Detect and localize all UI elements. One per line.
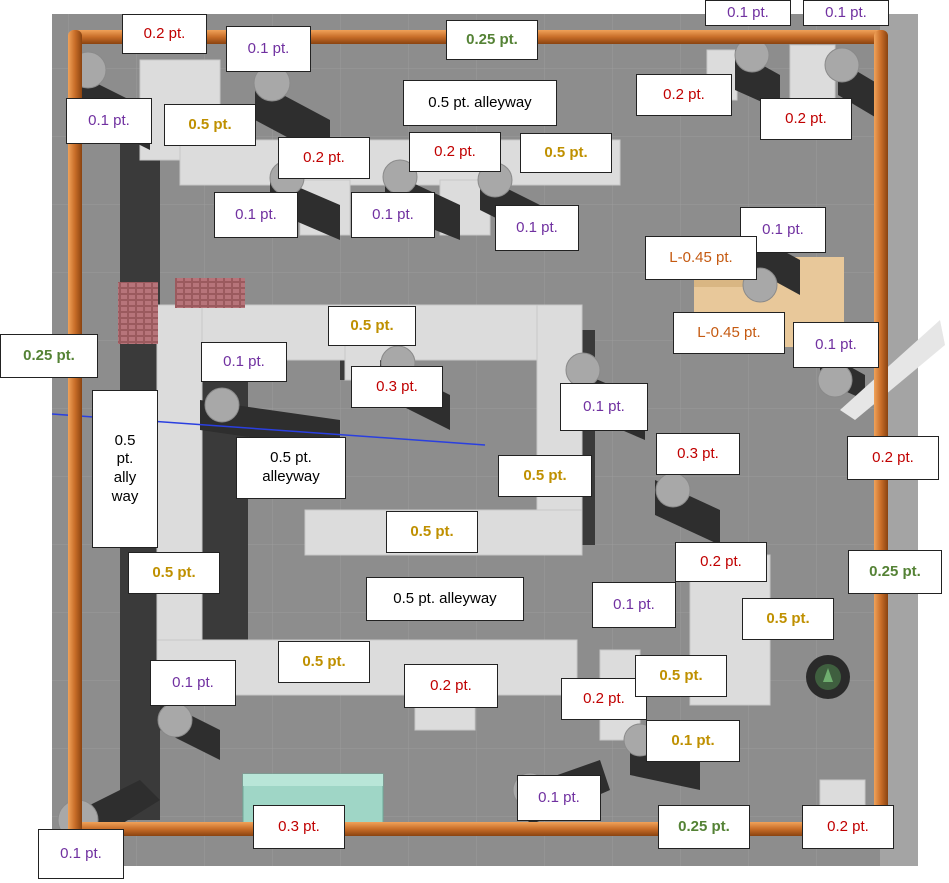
robot-marker	[806, 655, 850, 699]
point-label: 0.2 pt.	[561, 678, 647, 720]
point-label: 0.2 pt.	[847, 436, 939, 480]
point-label: 0.5 pt.	[164, 104, 256, 146]
point-label: L-0.45 pt.	[673, 312, 785, 354]
alleyway-label: 0.5 pt. alleyway	[403, 80, 557, 126]
point-label: 0.1 pt.	[351, 192, 435, 238]
point-label: 0.1 pt.	[226, 26, 311, 72]
point-label: 0.2 pt.	[675, 542, 767, 582]
point-label: 0.5 pt.	[386, 511, 478, 553]
point-label: L-0.45 pt.	[645, 236, 757, 280]
point-label: 0.5 pt.	[520, 133, 612, 173]
point-label: 0.1 pt.	[646, 720, 740, 762]
point-label: 0.5 pt.	[128, 552, 220, 594]
point-label: 0.1 pt.	[201, 342, 287, 382]
point-label: 0.1 pt.	[740, 207, 826, 253]
point-label: 0.25 pt.	[446, 20, 538, 60]
point-label: 0.25 pt.	[658, 805, 750, 849]
point-label: 0.3 pt.	[351, 366, 443, 408]
point-label: 0.3 pt.	[253, 805, 345, 849]
point-label: 0.1 pt.	[38, 829, 124, 879]
point-label: 0.2 pt.	[278, 137, 370, 179]
point-label: 0.1 pt.	[517, 775, 601, 821]
point-label: 0.1 pt.	[214, 192, 298, 238]
point-label: 0.1 pt.	[150, 660, 236, 706]
alleyway-label: 0.5 pt. ally way	[92, 390, 158, 548]
point-label: 0.2 pt.	[404, 664, 498, 708]
point-label: 0.1 pt.	[705, 0, 791, 26]
point-label: 0.5 pt.	[635, 655, 727, 697]
brick-block	[175, 278, 245, 308]
point-label: 0.2 pt.	[636, 74, 732, 116]
point-label: 0.5 pt.	[278, 641, 370, 683]
point-label: 0.1 pt.	[66, 98, 152, 144]
point-label: 0.2 pt.	[760, 98, 852, 140]
alleyway-label: 0.5 pt. alleyway	[366, 577, 524, 621]
point-label: 0.1 pt.	[793, 322, 879, 368]
point-label: 0.25 pt.	[848, 550, 942, 594]
point-label: 0.2 pt.	[122, 14, 207, 54]
point-label: 0.5 pt.	[742, 598, 834, 640]
point-label: 0.2 pt.	[802, 805, 894, 849]
brick-block	[118, 282, 158, 344]
point-label: 0.1 pt.	[560, 383, 648, 431]
point-label: 0.1 pt.	[495, 205, 579, 251]
alleyway-label: 0.5 pt. alleyway	[236, 437, 346, 499]
point-label: 0.25 pt.	[0, 334, 98, 378]
point-label: 0.1 pt.	[803, 0, 889, 26]
point-label: 0.1 pt.	[592, 582, 676, 628]
point-label: 0.2 pt.	[409, 132, 501, 172]
point-label: 0.5 pt.	[498, 455, 592, 497]
point-label: 0.5 pt.	[328, 306, 416, 346]
point-label: 0.3 pt.	[656, 433, 740, 475]
